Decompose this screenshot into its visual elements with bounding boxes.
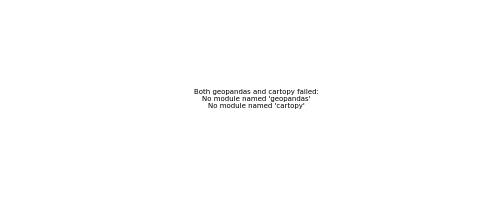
Text: Both geopandas and cartopy failed:
No module named 'geopandas'
No module named ': Both geopandas and cartopy failed: No mo… xyxy=(194,89,318,110)
